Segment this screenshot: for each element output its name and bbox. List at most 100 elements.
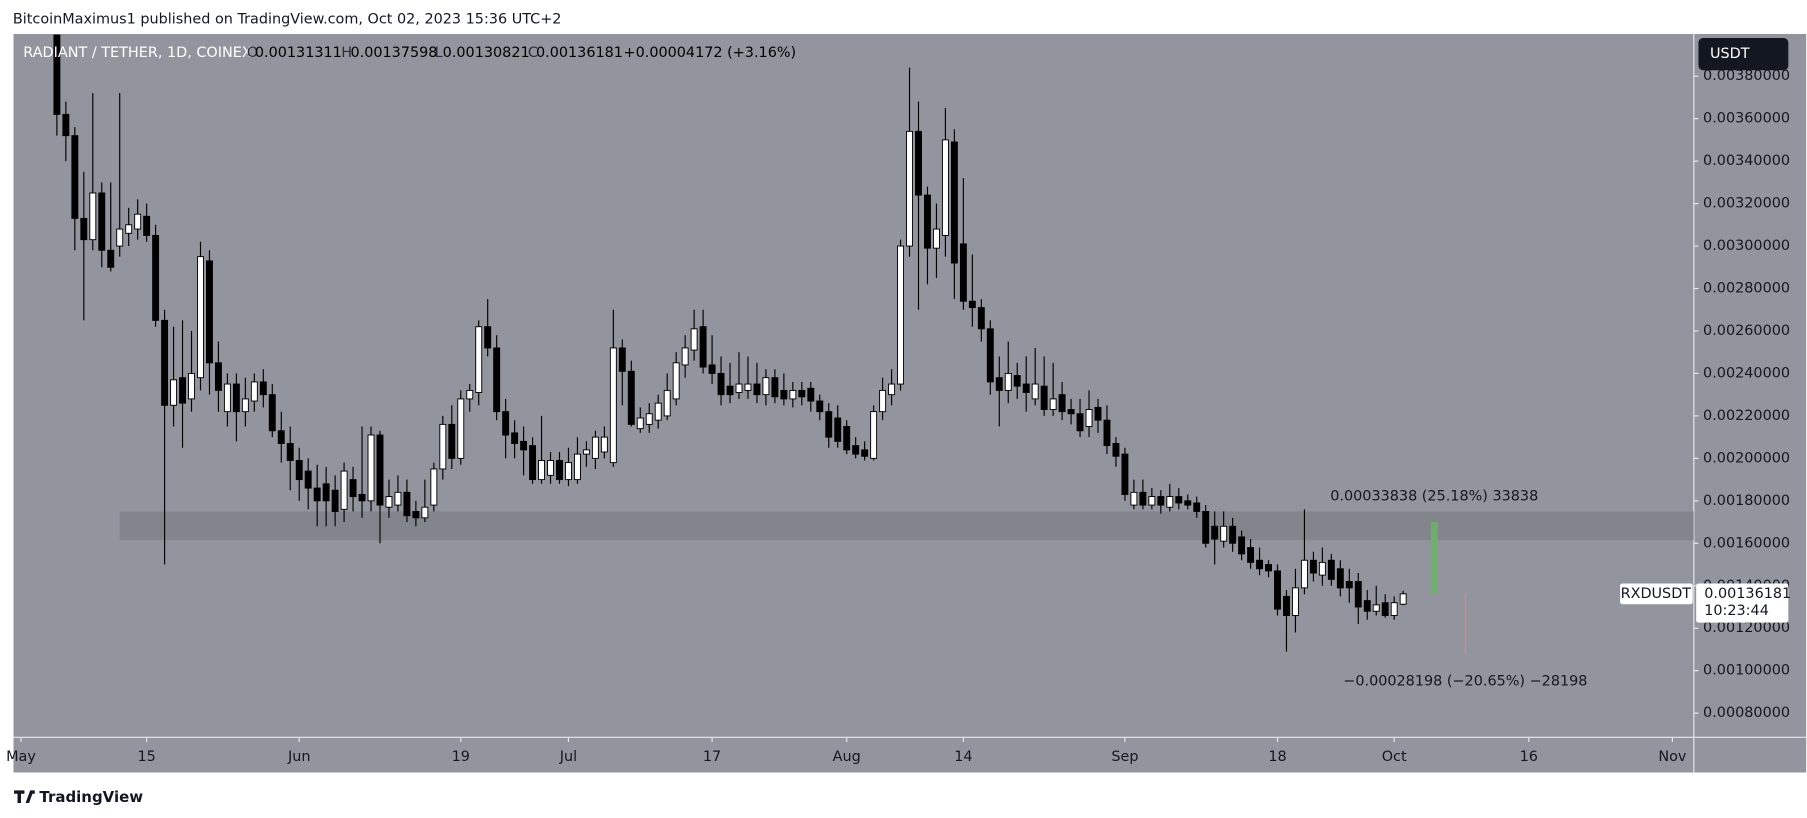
y-tick-label: 0.00120000 (1703, 620, 1790, 636)
candle-body (744, 383, 752, 391)
candle-body (268, 394, 276, 432)
symbol-label: RXDUSDT (1621, 586, 1692, 602)
candle-body (816, 400, 824, 413)
candle-body (906, 130, 913, 247)
candle-body (1256, 559, 1264, 570)
candle-body (107, 249, 115, 268)
candle-body (89, 192, 97, 241)
candle-body (825, 411, 833, 438)
candle-body (376, 434, 384, 506)
ohlc-value: 0.00130821 (443, 45, 530, 61)
candle-body (1112, 443, 1120, 457)
candle-body (331, 489, 339, 512)
x-tick-label: 18 (1268, 749, 1286, 765)
candle-body (1247, 547, 1255, 563)
candle-body (232, 383, 240, 413)
ohlc-key: H (341, 45, 352, 61)
candle-body (304, 470, 312, 489)
candle-body (780, 389, 788, 400)
candle-body (915, 130, 922, 196)
candle-body (502, 411, 510, 436)
measure-bar (1464, 593, 1467, 654)
ohlc-value: 0.00136181 (536, 45, 623, 61)
candle-body (1399, 593, 1407, 605)
x-tick-label: Nov (1658, 749, 1687, 765)
candle-body (403, 491, 411, 517)
x-tick-label: Jul (559, 749, 577, 765)
candle-body (1031, 383, 1039, 400)
candle-body (591, 436, 599, 459)
candle-body (161, 319, 169, 406)
candle-body (367, 434, 375, 502)
candle-body (1166, 496, 1174, 508)
candle-body (753, 383, 761, 396)
candle-body (1318, 561, 1326, 576)
x-tick-label: 16 (1520, 749, 1538, 765)
ohlc-key: L (435, 45, 443, 61)
candle-body (870, 411, 878, 459)
y-tick-label: 0.00240000 (1703, 365, 1790, 381)
candle-body (986, 328, 994, 383)
candle-body (313, 487, 321, 502)
candle-body (1076, 413, 1084, 432)
candle-body (439, 423, 447, 470)
candle-body (170, 379, 178, 406)
price-box (1696, 583, 1789, 623)
candle-body (852, 445, 860, 455)
candle-body (1345, 581, 1353, 589)
candle-body (1067, 409, 1075, 415)
ohlc-key: C (528, 45, 538, 61)
candle-body (493, 347, 501, 413)
candle-body (573, 453, 581, 481)
candle-body (1211, 525, 1219, 540)
candle-body (1300, 559, 1308, 589)
candle-body (1157, 496, 1165, 506)
measure-label: 0.00033838 (25.18%) 33838 (1330, 489, 1538, 505)
candle-body (1184, 500, 1192, 506)
candle-body (681, 347, 689, 366)
x-tick-label: 19 (452, 749, 470, 765)
y-tick-label: 0.00180000 (1703, 493, 1790, 509)
ohlc-value: 0.00137598 (350, 45, 437, 61)
candle-body (1220, 525, 1228, 542)
candle-body (241, 398, 249, 413)
candle-body (1390, 602, 1398, 616)
candle-body (53, 34, 61, 115)
candle-body (582, 449, 590, 455)
candle-body (1372, 604, 1380, 612)
candle-body (511, 432, 519, 444)
logo-icon (14, 790, 35, 804)
chart-title: RADIANT / TETHER, 1D, COINEX (23, 45, 252, 61)
candle-body (950, 141, 958, 264)
publisher-header: BitcoinMaximus1 published on TradingView… (13, 12, 562, 28)
candle-body (520, 440, 528, 451)
candle-body (663, 389, 671, 417)
candle-body (1229, 525, 1237, 544)
candle-body (843, 426, 851, 451)
y-tick-label: 0.00280000 (1703, 281, 1790, 297)
x-tick-label: May (6, 749, 36, 765)
currency-button[interactable] (1698, 38, 1789, 71)
y-tick-label: 0.00080000 (1703, 705, 1790, 721)
candle-body (143, 215, 151, 236)
candle-body (1058, 394, 1066, 413)
candle-body (1148, 496, 1156, 506)
candle-body (349, 479, 357, 498)
candle-body (798, 389, 806, 398)
candle-body (322, 483, 330, 502)
x-tick-label: Sep (1111, 749, 1138, 765)
candle-body (152, 234, 160, 321)
candle-body (636, 417, 644, 430)
candle-body (80, 217, 88, 241)
candle-body (1202, 510, 1210, 544)
candle-body (897, 245, 905, 385)
candle-body (959, 243, 967, 302)
candle-body (475, 326, 483, 394)
y-tick-label: 0.00100000 (1703, 663, 1790, 679)
plot-area (53, 34, 1694, 652)
candle-body (259, 381, 267, 396)
candle-body (1175, 496, 1183, 504)
candle-body (116, 228, 124, 247)
candle-body (125, 224, 133, 234)
candle-body (457, 398, 465, 459)
